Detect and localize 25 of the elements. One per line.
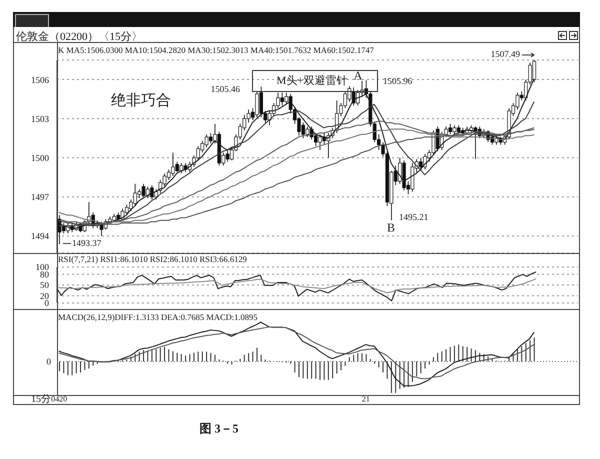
annotation: B — [386, 220, 396, 234]
y-tick-label: 50 — [40, 280, 50, 290]
annotation: 1505.46 — [210, 84, 240, 94]
chart-subtitle: RSI(7,7,21) RSI1:86.1010 RSI2:86.1010 RSI3:66.6129 — [58, 254, 247, 264]
x-axis-title: 15分 — [31, 394, 51, 405]
chart-title: 伦敦金（02200）〈15分〉 — [16, 31, 142, 43]
chart-subtitle: K MA5:1506.0300 MA10:1504.2820 MA30:1502.3013 MA40:1501.7632 MA60:1502.1747 — [58, 45, 374, 55]
x-tick-label: 0420 — [51, 394, 68, 404]
caption: 图 3－5 — [200, 421, 238, 436]
y-tick-label: 1494 — [31, 231, 50, 242]
text: 1507.49 — [490, 49, 520, 60]
annotation: 绝非巧合 — [111, 92, 171, 109]
annotation: 1495.21 — [399, 212, 428, 222]
y-tick-label: 1506 — [31, 74, 50, 85]
annotation: 1493.37 — [72, 238, 102, 248]
annotation: A — [354, 68, 362, 82]
y-tick-label: 1497 — [31, 192, 50, 202]
chart-subtitle: MACD(26,12,9)DIFF:1.3133 DEA:0.7685 MACD:1.0895 — [58, 312, 258, 322]
annotation: M头+双避雷针 — [276, 74, 348, 87]
y-tick-label: 20 — [40, 290, 50, 301]
y-tick-label: 1500 — [31, 153, 50, 163]
y-tick-label: 0 — [44, 298, 50, 308]
y-tick-label: 1503 — [31, 114, 50, 124]
x-tick-label: 21 — [362, 394, 370, 404]
annotation: 1505.96 — [383, 76, 412, 86]
